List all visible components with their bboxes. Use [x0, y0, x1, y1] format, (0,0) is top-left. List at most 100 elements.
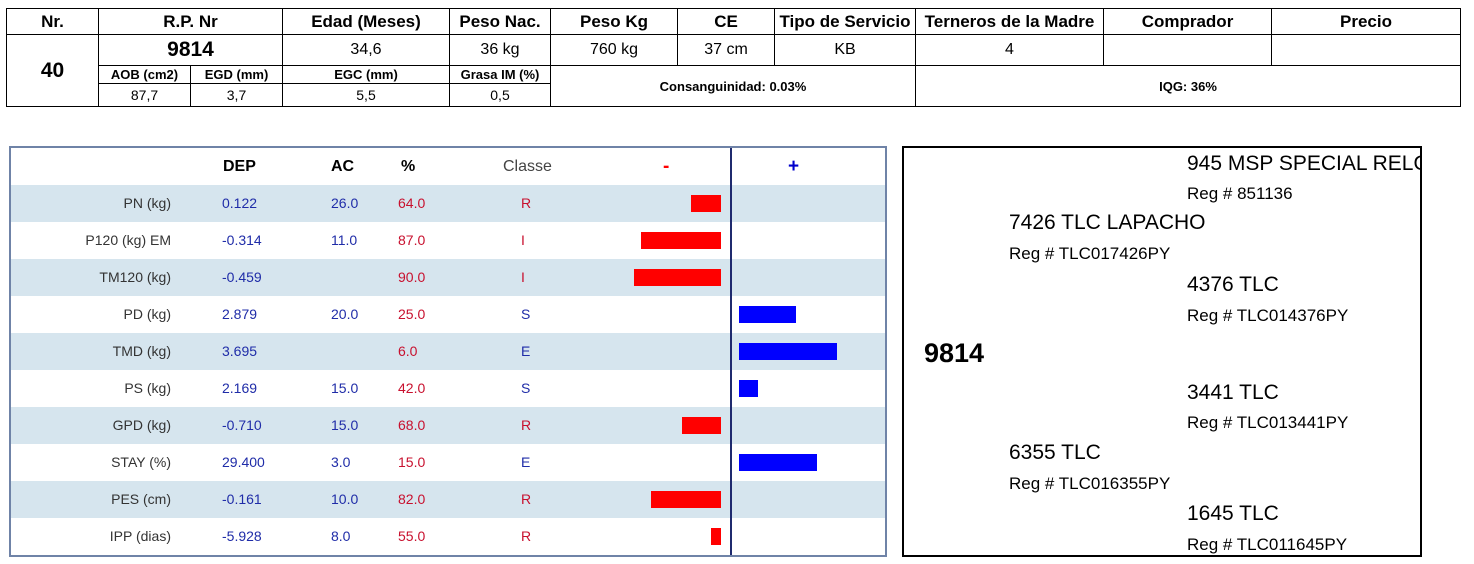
dam-sire-name: 3441 TLC: [1187, 381, 1279, 404]
sire-name: 7426 TLC LAPACHO: [1009, 211, 1206, 234]
classe-header: Classe: [503, 158, 552, 175]
sire-sire-name: 945 MSP SPECIAL RELOAD: [1187, 152, 1420, 175]
dam-name: 6355 TLC: [1009, 441, 1101, 464]
col-header-peso-nac: Peso Nac.: [449, 8, 551, 35]
grasa-im-label: Grasa IM (%): [449, 65, 551, 84]
trait-label: TMD (kg): [112, 343, 171, 359]
dep-value: -5.928: [222, 528, 262, 544]
col-header-rp: R.P. Nr: [98, 8, 283, 35]
plus-header: +: [788, 156, 800, 177]
epd-panel: DEP AC % Classe - + PN (kg) 0.122 26.0 64.0…: [9, 146, 887, 557]
trait-label: GPD (kg): [112, 417, 171, 433]
dep-header: DEP: [223, 158, 256, 175]
rp-number: 9814: [98, 34, 283, 66]
minus-header: -: [663, 156, 670, 177]
col-header-peso-kg: Peso Kg: [550, 8, 678, 35]
col-header-edad: Edad (Meses): [282, 8, 450, 35]
trait-label: PES (cm): [111, 491, 171, 507]
ac-value: 8.0: [331, 528, 351, 544]
classe-value: S: [521, 306, 531, 322]
peso-nac-value: 36 kg: [449, 34, 551, 66]
trait-label: TM120 (kg): [99, 269, 171, 285]
dep-value: -0.161: [222, 491, 262, 507]
trait-label: P120 (kg) EM: [85, 232, 171, 248]
col-header-comprador: Comprador: [1103, 8, 1272, 35]
ac-value: 20.0: [331, 306, 359, 322]
pct-value: 25.0: [398, 306, 426, 322]
egd-label: EGD (mm): [190, 65, 283, 84]
epd-row: IPP (dias) -5.928 8.0 55.0 R: [11, 518, 885, 555]
col-header-nr: Nr.: [6, 8, 99, 35]
dep-value: 3.695: [222, 343, 258, 359]
animal-info-table: Nr. R.P. Nr Edad (Meses) Peso Nac. Peso …: [6, 8, 1461, 107]
epd-row: PN (kg) 0.122 26.0 64.0 R: [11, 185, 885, 222]
classe-value: R: [521, 417, 532, 433]
epd-row: PES (cm) -0.161 10.0 82.0 R: [11, 481, 885, 518]
edad-value: 34,6: [282, 34, 450, 66]
negative-bar: [682, 417, 721, 434]
negative-bar: [711, 528, 721, 545]
lot-number: 40: [6, 34, 99, 107]
pct-value: 68.0: [398, 417, 426, 433]
classe-value: S: [521, 380, 531, 396]
comprador-value: [1103, 34, 1272, 66]
epd-row: STAY (%) 29.400 3.0 15.0 E: [11, 444, 885, 481]
pct-value: 90.0: [398, 269, 426, 285]
negative-bar: [634, 269, 721, 286]
positive-bar: [739, 306, 796, 323]
positive-bar: [739, 343, 837, 360]
col-header-ce: CE: [677, 8, 775, 35]
col-header-tipo-servicio: Tipo de Servicio: [774, 8, 916, 35]
epd-row: P120 (kg) EM -0.314 11.0 87.0 I: [11, 222, 885, 259]
ac-value: 10.0: [331, 491, 359, 507]
ac-header: AC: [331, 158, 355, 175]
terneros-value: 4: [915, 34, 1104, 66]
classe-value: E: [521, 343, 531, 359]
trait-label: PS (kg): [124, 380, 171, 396]
dep-value: -0.710: [222, 417, 262, 433]
classe-value: I: [521, 232, 525, 248]
trait-label: PN (kg): [123, 195, 171, 211]
aob-label: AOB (cm2): [98, 65, 191, 84]
grasa-im-value: 0,5: [449, 83, 551, 107]
zero-axis-line: [730, 148, 732, 555]
dam-reg: Reg # TLC016355PY: [1009, 474, 1171, 493]
pct-header: %: [401, 158, 416, 175]
sire-sire-reg: Reg # 851136: [1187, 184, 1293, 203]
dep-value: 0.122: [222, 195, 258, 211]
pct-value: 15.0: [398, 454, 426, 470]
epd-row: TM120 (kg) -0.459 90.0 I: [11, 259, 885, 296]
animal-id: 9814: [924, 338, 985, 368]
ac-value: 15.0: [331, 417, 359, 433]
positive-bar: [739, 454, 817, 471]
ce-value: 37 cm: [677, 34, 775, 66]
dep-value: 2.169: [222, 380, 258, 396]
pct-value: 87.0: [398, 232, 426, 248]
negative-bar: [691, 195, 721, 212]
col-header-precio: Precio: [1271, 8, 1461, 35]
pct-value: 6.0: [398, 343, 418, 359]
pct-value: 42.0: [398, 380, 426, 396]
pct-value: 82.0: [398, 491, 426, 507]
dep-value: 29.400: [222, 454, 265, 470]
epd-row: GPD (kg) -0.710 15.0 68.0 R: [11, 407, 885, 444]
positive-bar: [739, 380, 758, 397]
epd-row: TMD (kg) 3.695 6.0 E: [11, 333, 885, 370]
precio-value: [1271, 34, 1461, 66]
ac-value: 11.0: [331, 232, 358, 248]
negative-bar: [641, 232, 721, 249]
trait-label: STAY (%): [111, 454, 171, 470]
trait-label: PD (kg): [123, 306, 171, 322]
aob-value: 87,7: [98, 83, 191, 107]
sire-reg: Reg # TLC017426PY: [1009, 244, 1171, 263]
ac-value: 15.0: [331, 380, 359, 396]
classe-value: R: [521, 491, 532, 507]
epd-row: PS (kg) 2.169 15.0 42.0 S: [11, 370, 885, 407]
classe-value: R: [521, 528, 532, 544]
ac-value: 26.0: [331, 195, 359, 211]
dep-value: 2.879: [222, 306, 258, 322]
dep-value: -0.314: [222, 232, 262, 248]
epd-header-row: DEP AC % Classe - +: [11, 148, 885, 185]
iqg: IQG: 36%: [915, 65, 1461, 107]
classe-value: E: [521, 454, 531, 470]
